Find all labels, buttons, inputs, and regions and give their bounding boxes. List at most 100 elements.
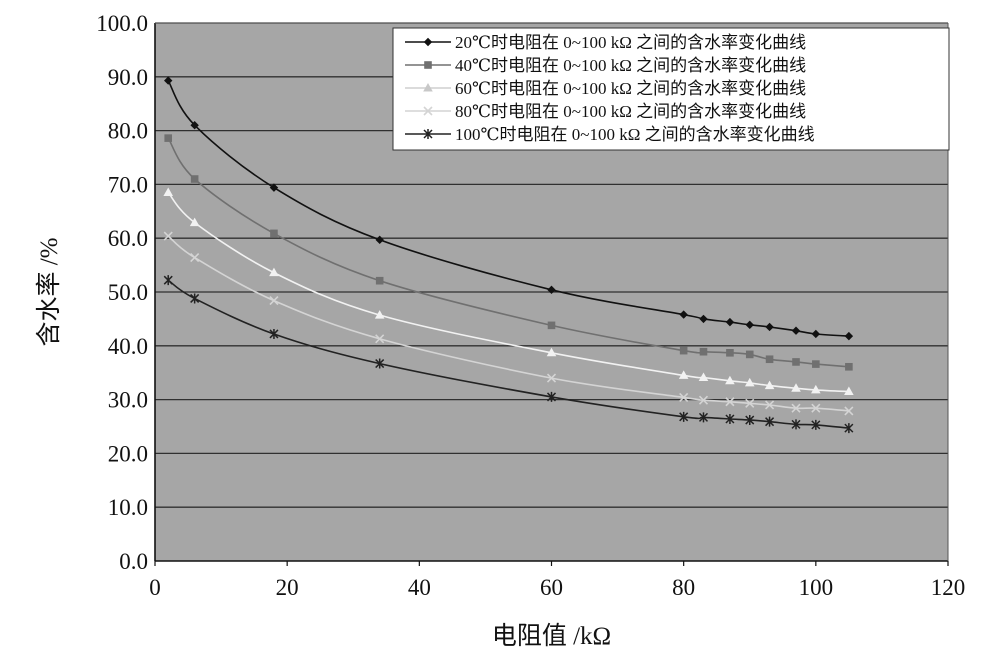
legend-marker xyxy=(423,83,433,92)
data-point xyxy=(791,419,801,430)
data-point xyxy=(844,386,854,396)
data-point xyxy=(845,362,853,371)
data-point xyxy=(678,370,689,379)
y-tick-label: 50.0 xyxy=(108,280,148,305)
legend-item-3: 60℃时电阻在 0~100 kΩ 之间的含水率变化曲线 xyxy=(405,79,806,98)
series-5 xyxy=(163,275,854,434)
data-point xyxy=(812,360,820,368)
data-point xyxy=(765,400,775,410)
data-point xyxy=(725,413,735,424)
legend: 20℃时电阻在 0~100 kΩ 之间的含水率变化曲线 40℃时电阻在 0~100… xyxy=(392,27,950,151)
data-point xyxy=(189,217,200,227)
data-point xyxy=(844,331,854,341)
legend-box xyxy=(392,27,950,151)
data-point xyxy=(844,423,854,434)
data-point xyxy=(844,406,854,416)
y-tick-labels: 0.0 10.0 20.0 30.0 40.0 50.0 60.0 70.0 80.0 90.0 1… xyxy=(96,11,148,574)
y-tick-label: 90.0 xyxy=(108,65,148,90)
legend-item-1: 20℃时电阻在 0~100 kΩ 之间的含水率变化曲线 xyxy=(405,33,806,52)
data-point xyxy=(190,253,200,263)
data-point xyxy=(374,310,385,319)
data-point xyxy=(163,187,174,196)
data-point xyxy=(164,76,173,85)
data-point xyxy=(764,380,775,390)
legend-label: 60℃时电阻在 0~100 kΩ 之间的含水率变化曲线 xyxy=(455,79,806,98)
data-point xyxy=(375,358,385,369)
y-tick-label: 100.0 xyxy=(96,11,148,36)
data-point xyxy=(679,392,689,403)
data-point xyxy=(269,267,279,277)
data-point xyxy=(765,322,774,332)
data-point xyxy=(547,285,556,295)
data-point xyxy=(792,358,800,366)
data-point xyxy=(811,419,821,430)
y-tick-label: 60.0 xyxy=(108,226,148,251)
data-point xyxy=(765,416,775,427)
data-point xyxy=(791,326,801,335)
data-point xyxy=(679,411,689,422)
y-tick-label: 0.0 xyxy=(119,549,148,574)
legend-label: 100℃时电阻在 0~100 kΩ 之间的含水率变化曲线 xyxy=(455,125,815,144)
x-tick-label: 80 xyxy=(672,575,695,600)
data-point xyxy=(546,347,557,357)
data-point xyxy=(270,229,278,238)
data-point xyxy=(190,175,199,183)
data-point xyxy=(698,395,709,405)
data-point xyxy=(546,391,557,402)
legend-label: 40℃时电阻在 0~100 kΩ 之间的含水率变化曲线 xyxy=(455,56,806,75)
y-axis-title: 含水率 /% xyxy=(35,237,63,346)
data-point xyxy=(546,373,557,383)
legend-item-2: 40℃时电阻在 0~100 kΩ 之间的含水率变化曲线 xyxy=(405,56,806,75)
data-point xyxy=(375,334,385,344)
series-4 xyxy=(163,231,854,416)
data-point xyxy=(163,231,173,241)
y-tick-label: 80.0 xyxy=(108,119,148,144)
data-point xyxy=(190,121,199,130)
data-point xyxy=(744,377,755,387)
x-tick-label: 20 xyxy=(276,575,299,600)
data-point xyxy=(745,415,755,426)
data-point xyxy=(811,384,821,394)
data-point xyxy=(375,276,384,285)
data-point xyxy=(190,293,200,304)
data-point xyxy=(726,348,734,357)
data-point xyxy=(765,355,774,364)
data-point xyxy=(791,383,801,392)
data-point xyxy=(725,397,735,407)
data-point xyxy=(164,134,173,142)
x-tick-label: 100 xyxy=(799,575,834,600)
series-1 xyxy=(164,76,854,341)
data-point xyxy=(699,347,708,356)
legend-marker xyxy=(423,106,433,116)
data-point xyxy=(745,350,754,359)
legend-marker xyxy=(424,61,432,69)
legend-item-5: 100℃时电阻在 0~100 kΩ 之间的含水率变化曲线 xyxy=(405,125,815,144)
x-tick-labels: 0 20 40 60 80 100 120 xyxy=(149,561,965,600)
y-tick-label: 40.0 xyxy=(108,334,148,359)
data-point xyxy=(698,412,709,423)
y-tick-label: 70.0 xyxy=(108,172,148,197)
data-point xyxy=(269,328,279,339)
data-point xyxy=(269,183,279,192)
x-tick-label: 60 xyxy=(540,575,563,600)
data-point xyxy=(745,398,755,408)
data-point xyxy=(811,403,821,413)
data-point xyxy=(811,329,821,339)
data-point xyxy=(699,314,708,324)
legend-item-4: 80℃时电阻在 0~100 kΩ 之间的含水率变化曲线 xyxy=(405,102,806,121)
x-tick-label: 0 xyxy=(149,575,161,600)
y-tick-label: 20.0 xyxy=(108,441,148,466)
data-point xyxy=(375,235,384,245)
series-3 xyxy=(163,187,854,396)
series-layer xyxy=(163,76,854,434)
data-point xyxy=(725,375,735,385)
data-point xyxy=(745,320,754,330)
y-tick-label: 10.0 xyxy=(108,495,148,520)
x-tick-label: 40 xyxy=(408,575,431,600)
x-axis-title: 电阻值 /kΩ xyxy=(492,622,611,650)
legend-marker xyxy=(423,37,433,47)
data-point xyxy=(269,296,279,306)
data-point xyxy=(547,321,556,330)
data-point xyxy=(163,275,173,286)
